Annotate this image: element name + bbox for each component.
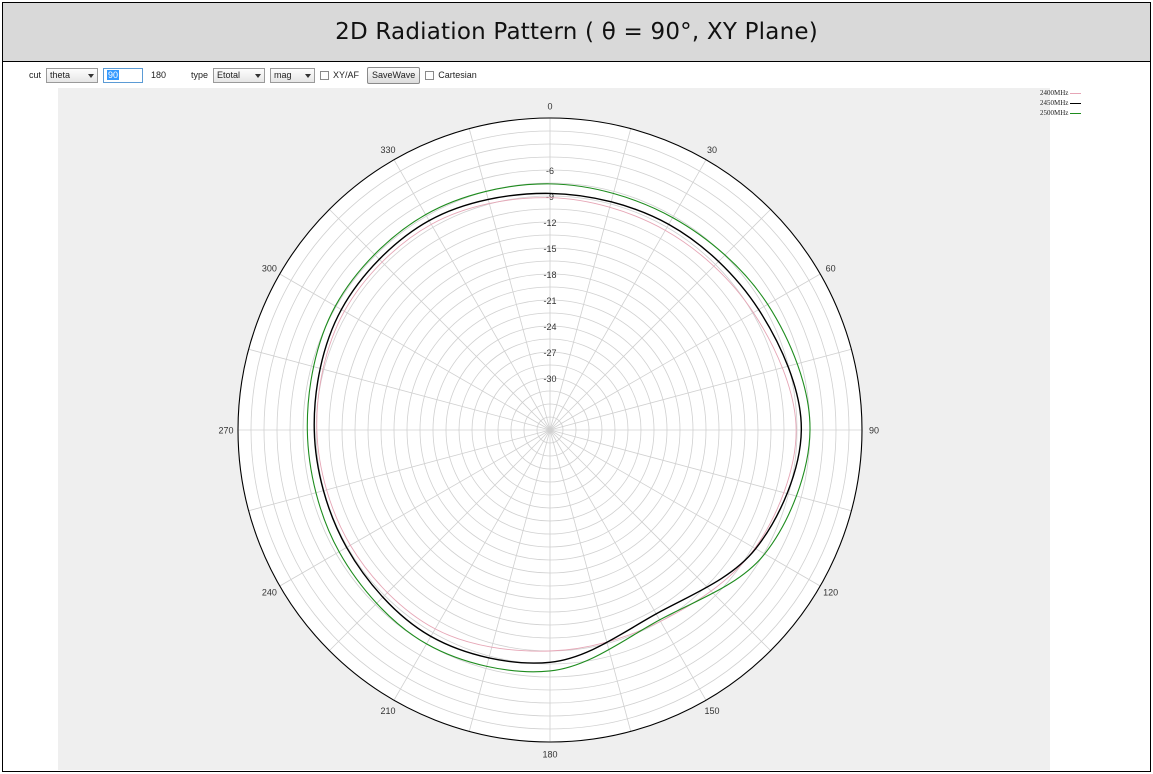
radial-tick-label: -18 (543, 270, 556, 280)
angle-tick-label: 30 (707, 145, 717, 155)
legend-entry: 2450MHz (1040, 98, 1082, 108)
grid-spoke (549, 429, 771, 651)
type-dropdown-value: Etotal (217, 70, 241, 80)
xyaf-label: XY/AF (333, 70, 360, 80)
chevron-down-icon (255, 73, 262, 78)
angle-tick-label: 180 (542, 750, 557, 760)
angle-tick-label: 270 (218, 426, 233, 436)
angle-tick-label: 150 (704, 706, 719, 716)
start-angle-input[interactable]: 90 (103, 67, 144, 83)
savewave-button[interactable]: SaveWave (367, 66, 421, 84)
grid-spoke (393, 159, 551, 431)
angle-tick-label: 300 (262, 264, 277, 274)
grid-spoke (329, 429, 551, 651)
toolbar: cut theta 90 180 type Etotal mag XY/AF S… (29, 66, 482, 84)
radial-tick-label: -21 (543, 296, 556, 306)
radial-tick-label: -24 (543, 322, 556, 332)
cut-label: cut (29, 70, 42, 80)
grid-spoke (248, 429, 551, 512)
grid-spoke (549, 209, 771, 431)
legend-label: 2500MHz (1040, 109, 1069, 117)
grid-spoke (468, 429, 551, 732)
savewave-button-label: SaveWave (372, 70, 416, 80)
cartesian-label: Cartesian (438, 70, 477, 80)
cut-dropdown-value: theta (50, 70, 71, 80)
legend-entry: 2400MHz (1040, 88, 1082, 98)
angle-tick-label: 240 (262, 588, 277, 598)
legend-entry: 2500MHz (1040, 108, 1082, 118)
radial-tick-label: -30 (543, 374, 556, 384)
stop-angle-value: 180 (151, 70, 167, 80)
xyaf-checkbox[interactable] (320, 70, 330, 80)
stop-angle-input[interactable]: 180 (148, 67, 187, 83)
legend-swatch (1070, 112, 1082, 114)
grid-spoke (549, 348, 852, 431)
mode-dropdown-value: mag (274, 70, 292, 80)
legend-label: 2450MHz (1040, 99, 1069, 107)
radial-tick-label: -6 (546, 166, 554, 176)
radial-tick-label: -12 (543, 218, 556, 228)
mode-dropdown[interactable]: mag (270, 67, 316, 83)
angle-tick-label: 120 (823, 588, 838, 598)
grid-spoke (468, 128, 551, 431)
grid-spoke (549, 429, 632, 732)
grid-spoke (549, 273, 821, 431)
title-bar: 2D Radiation Pattern ( θ = 90°, XY Plane… (3, 3, 1150, 62)
cut-dropdown[interactable]: theta (46, 67, 99, 83)
radial-tick-label: -9 (546, 192, 554, 202)
angle-tick-label: 0 (547, 102, 552, 112)
cartesian-checkbox[interactable] (425, 70, 435, 80)
angle-tick-label: 210 (380, 706, 395, 716)
series-line-2400MHz (316, 197, 797, 652)
chevron-down-icon (305, 73, 312, 78)
type-label: type (191, 70, 209, 80)
grid-spoke (279, 429, 551, 587)
grid-spoke (248, 348, 551, 431)
start-angle-value: 90 (107, 70, 120, 80)
outer-ring (237, 117, 863, 743)
legend-swatch (1070, 92, 1082, 94)
grid-spoke (549, 429, 707, 701)
legend-swatch (1070, 102, 1082, 104)
chevron-down-icon (88, 73, 95, 78)
series-line-2450MHz (313, 192, 803, 664)
type-dropdown[interactable]: Etotal (213, 67, 266, 83)
grid-spoke (279, 273, 551, 431)
series-line-2500MHz (306, 183, 811, 673)
legend-label: 2400MHz (1040, 89, 1069, 97)
angle-tick-label: 60 (826, 264, 836, 274)
grid-spoke (549, 128, 632, 431)
radial-tick-label: -27 (543, 348, 556, 358)
angle-tick-label: 330 (380, 145, 395, 155)
angle-tick-label: 90 (869, 426, 879, 436)
legend: 2400MHz 2450MHz 2500MHz (1040, 88, 1082, 118)
grid-spoke (329, 209, 551, 431)
grid-spoke (549, 429, 821, 587)
grid-spoke (549, 429, 852, 512)
grid-spoke (549, 159, 707, 431)
figure-title: 2D Radiation Pattern ( θ = 90°, XY Plane… (335, 19, 818, 45)
radial-tick-label: -15 (543, 244, 556, 254)
grid-spoke (393, 429, 551, 701)
